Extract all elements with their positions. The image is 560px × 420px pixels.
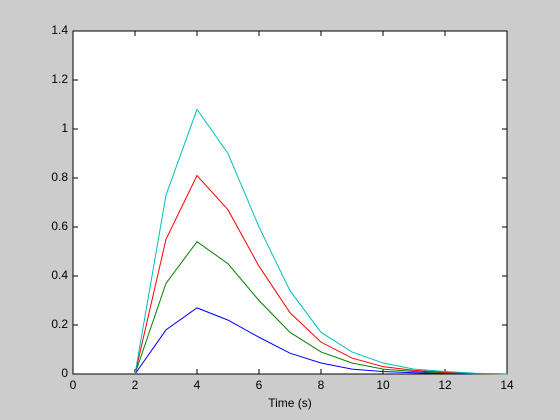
x-tick-label: 2 [132,378,139,392]
x-tick-label: 12 [438,378,452,392]
series-line [134,108,508,375]
series-line [134,307,508,375]
y-tick-label: 0.2 [51,317,68,331]
plot-area [72,30,508,375]
y-tick-label: 0.6 [51,219,68,233]
x-tick-label: 0 [70,378,77,392]
x-tick-label: 8 [318,378,325,392]
y-tick-label: 1 [61,121,68,135]
x-tick-label: 14 [500,378,514,392]
x-tick-label: 4 [194,378,201,392]
y-tick-label: 1.4 [51,23,68,37]
y-tick-label: 1.2 [51,72,68,86]
x-tick-label: 10 [376,378,390,392]
series-line [134,174,508,375]
x-tick-label: 6 [256,378,263,392]
x-axis-label: Time (s) [268,396,312,410]
y-tick-label: 0.4 [51,268,68,282]
y-tick-label: 0 [61,366,68,380]
y-tick-label: 0.8 [51,170,68,184]
